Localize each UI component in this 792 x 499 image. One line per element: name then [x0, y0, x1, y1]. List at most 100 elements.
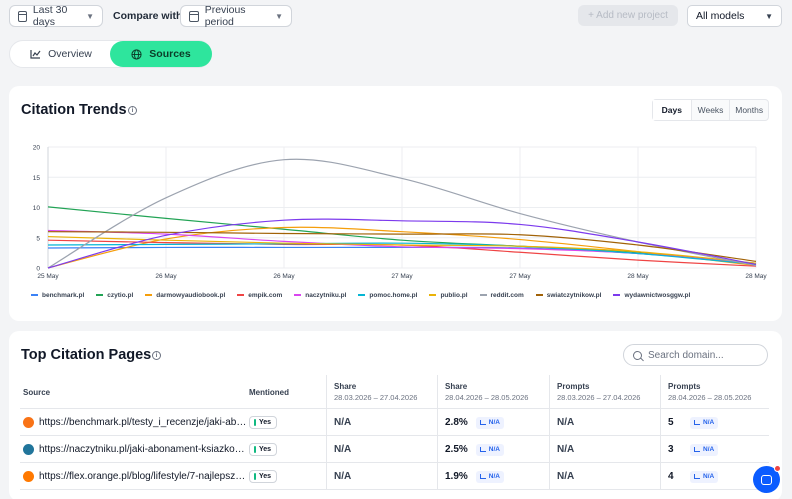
share-prev-cell: N/A [326, 409, 437, 436]
search-domain-input[interactable]: Search domain... [623, 344, 768, 366]
citation-pages-table: Source Mentioned Share 28.03.2026 – 27.04… [20, 375, 769, 490]
legend-item[interactable]: naczytniku.pl [294, 289, 346, 301]
source-url[interactable]: https://naczytniku.pl/jaki-abonament-ksi… [39, 444, 245, 455]
source-cell[interactable]: https://flex.orange.pl/blog/lifestyle/7-… [23, 463, 249, 490]
share-curr-value: 1.9% [445, 471, 468, 482]
tab-overview[interactable]: Overview [16, 41, 106, 67]
y-tick-label: 15 [33, 175, 41, 182]
benchmark-favicon [23, 417, 34, 428]
info-icon[interactable]: i [128, 106, 137, 115]
table-row[interactable]: https://benchmark.pl/testy_i_recenzje/ja… [20, 409, 769, 436]
share-prev-value: N/A [334, 471, 352, 482]
col-mentioned[interactable]: Mentioned [249, 387, 289, 397]
trend-badge: N/A [690, 470, 719, 483]
legend-label: reddit.com [490, 291, 524, 299]
table-row[interactable]: https://flex.orange.pl/blog/lifestyle/7-… [20, 463, 769, 490]
compare-period-dropdown[interactable]: Previous period ▼ [180, 4, 292, 28]
y-tick-label: 5 [36, 235, 40, 242]
chevron-down-icon: ▼ [765, 11, 773, 21]
granularity-months[interactable]: Months [735, 105, 764, 115]
legend-item[interactable]: darmowyaudiobook.pl [145, 289, 225, 301]
legend-swatch [479, 294, 487, 296]
legend-swatch [96, 294, 104, 296]
col-prompts-prev[interactable]: Prompts 28.03.2026 – 27.04.2026 [549, 375, 660, 409]
series-line [47, 231, 757, 262]
legend-swatch [31, 294, 38, 296]
mentioned-badge: Yes [249, 443, 278, 456]
calendar-icon [18, 10, 27, 22]
x-tick-label: 27 May [391, 273, 413, 280]
legend-label: benchmark.pl [42, 291, 85, 299]
line-chart-icon [30, 50, 41, 59]
legend-item[interactable]: publio.pl [429, 289, 468, 301]
chat-icon [761, 474, 772, 485]
x-tick-label: 25 May [37, 273, 59, 280]
granularity-weeks[interactable]: Weeks [692, 100, 731, 120]
legend-swatch [535, 294, 543, 296]
legend-swatch [358, 294, 366, 296]
legend-item[interactable]: reddit.com [479, 289, 524, 301]
legend-item[interactable]: swiatczytnikow.pl [535, 289, 602, 301]
table-row[interactable]: https://naczytniku.pl/jaki-abonament-ksi… [20, 436, 769, 463]
citation-trends-title: Citation Trends [21, 102, 127, 118]
legend-label: wydawnictwosggw.pl [624, 291, 691, 299]
share-prev-value: N/A [334, 444, 352, 455]
mentioned-cell: Yes [249, 463, 326, 490]
share-curr-value: 2.8% [445, 417, 468, 428]
share-curr-cell: 1.9% N/A [437, 463, 549, 490]
series-line [47, 235, 757, 264]
trend-chart-icon [479, 447, 486, 452]
trend-badge: N/A [475, 443, 504, 456]
col-prompts-curr[interactable]: Prompts 28.04.2026 – 28.05.2026 [660, 375, 769, 409]
source-url[interactable]: https://flex.orange.pl/blog/lifestyle/7-… [39, 471, 246, 482]
chat-launcher-button[interactable] [753, 465, 781, 493]
share-prev-cell: N/A [326, 436, 437, 463]
chevron-down-icon: ▼ [86, 11, 94, 21]
prompts-curr-cell: 4 N/A [660, 463, 769, 490]
notification-dot [774, 465, 781, 472]
legend-item[interactable]: empik.com [237, 289, 282, 301]
legend-label: swiatczytnikow.pl [546, 291, 602, 299]
citation-trends-card: Citation Trends i Days Weeks Months 0 5 10… [9, 86, 782, 321]
source-cell[interactable]: https://benchmark.pl/testy_i_recenzje/ja… [23, 409, 249, 436]
legend-label: empik.com [248, 291, 283, 299]
granularity-days[interactable]: Days [653, 100, 692, 120]
trend-badge: N/A [690, 443, 719, 456]
legend-item[interactable]: pomoc.home.pl [358, 289, 417, 301]
table-body: https://benchmark.pl/testy_i_recenzje/ja… [20, 409, 769, 490]
legend-item[interactable]: czytio.pl [96, 289, 133, 301]
share-curr-value: 2.5% [445, 444, 468, 455]
trend-badge: N/A [475, 416, 504, 429]
info-icon[interactable]: i [152, 351, 161, 360]
legend-item[interactable]: wydawnictwosggw.pl [613, 289, 690, 301]
add-project-button[interactable]: + Add new project [578, 5, 678, 26]
mentioned-badge: Yes [249, 470, 278, 483]
mentioned-badge: Yes [249, 416, 278, 429]
compare-period-label: Previous period [204, 4, 246, 28]
share-curr-cell: 2.8% N/A [437, 409, 549, 436]
orange-favicon [23, 471, 34, 482]
x-tick-label: 27 May [509, 273, 531, 280]
x-tick-label: 28 May [745, 273, 767, 280]
legend-item[interactable]: benchmark.pl [31, 289, 84, 301]
legend-swatch [145, 294, 153, 296]
share-prev-value: N/A [334, 417, 352, 428]
col-source[interactable]: Source [23, 387, 51, 397]
prompts-curr-value: 4 [668, 471, 674, 482]
models-select[interactable]: All models ▼ [687, 5, 782, 27]
legend-label: naczytniku.pl [305, 291, 347, 299]
source-url[interactable]: https://benchmark.pl/testy_i_recenzje/ja… [39, 417, 247, 428]
share-curr-cell: 2.5% N/A [437, 436, 549, 463]
date-range-dropdown[interactable]: Last 30 days ▼ [9, 4, 103, 28]
y-tick-label: 20 [33, 145, 41, 152]
legend-swatch [429, 294, 437, 296]
trend-chart-icon [694, 420, 700, 425]
col-share-curr[interactable]: Share 28.04.2026 – 28.05.2026 [437, 375, 549, 409]
source-cell[interactable]: https://naczytniku.pl/jaki-abonament-ksi… [23, 436, 249, 463]
compare-label: Compare with [113, 10, 183, 22]
share-prev-cell: N/A [326, 463, 437, 490]
x-tick-label: 28 May [627, 273, 649, 280]
tab-sources[interactable]: Sources [110, 41, 212, 67]
col-share-prev[interactable]: Share 28.03.2026 – 27.04.2026 [326, 375, 437, 409]
date-range-label: Last 30 days [32, 4, 68, 28]
